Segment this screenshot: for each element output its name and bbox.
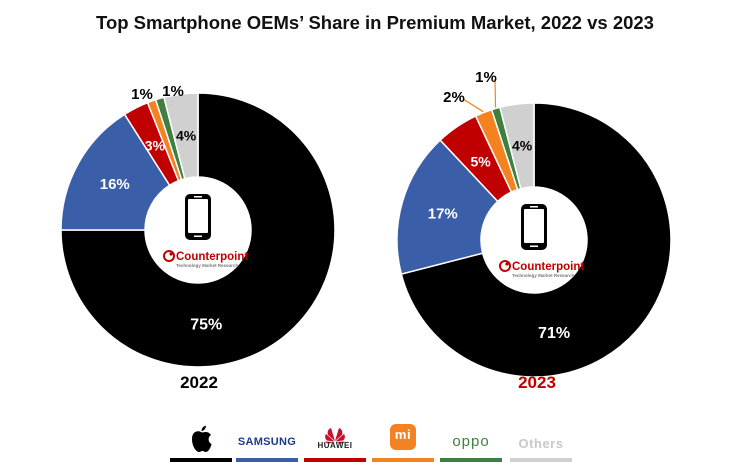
legend-swatch-oppo [440,458,502,462]
data-label-apple-2022: 75% [190,317,222,334]
data-label-others-2023: 4% [512,138,533,154]
legend-label-others: Others [518,436,564,451]
data-label-others-2022: 4% [176,128,197,144]
data-label-xiaomi-2023: 2% [443,89,465,106]
data-label-apple-2023: 71% [538,325,570,342]
counterpoint-tagline-2022: Technology Market Research [176,263,238,268]
counterpoint-name-2023: Counterpoint [512,261,584,273]
legend-swatch-huawei [304,458,366,462]
legend-item-oppo: oppo [436,416,506,466]
phone-icon-2022 [185,194,211,240]
legend-label-xiaomi: mi [394,427,412,442]
legend-item-apple [166,416,236,466]
data-label-samsung-2023: 17% [428,205,458,222]
data-label-huawei-2023: 5% [470,153,491,169]
legend: SAMSUNG HUAWEI mi oppo Others [0,410,750,470]
year-label-2023: 2023 [518,373,556,392]
data-label-oppo-2023: 1% [475,69,497,86]
data-label-xiaomi-2022: 1% [131,86,153,103]
phone-icon-2023 [521,204,547,250]
year-label-2022: 2022 [180,373,218,392]
legend-label-oppo: oppo [452,433,490,450]
legend-swatch-xiaomi [372,458,434,462]
data-label-oppo-2022: 1% [162,83,184,100]
legend-swatch-others [510,458,572,462]
counterpoint-tagline-2023: Technology Market Research [512,273,574,278]
legend-item-huawei: HUAWEI [300,416,370,466]
huawei-logo-icon [325,428,345,444]
data-label-huawei-2022: 3% [145,137,166,153]
chart-title: Top Smartphone OEMs’ Share in Premium Ma… [96,12,654,33]
xiaomi-logo-icon [390,424,416,450]
counterpoint-name-2022: Counterpoint [176,251,248,263]
legend-item-others: Others [506,416,576,466]
leader-line-xiaomi-2023 [462,98,484,113]
legend-swatch-samsung [236,458,298,462]
legend-label-samsung: SAMSUNG [237,436,297,448]
apple-logo-icon [192,425,212,452]
legend-item-xiaomi: mi [368,416,438,466]
legend-item-samsung: SAMSUNG [232,416,302,466]
data-label-samsung-2022: 16% [100,176,130,193]
legend-swatch-apple [170,458,232,462]
legend-label-huawei: HUAWEI [317,441,353,450]
